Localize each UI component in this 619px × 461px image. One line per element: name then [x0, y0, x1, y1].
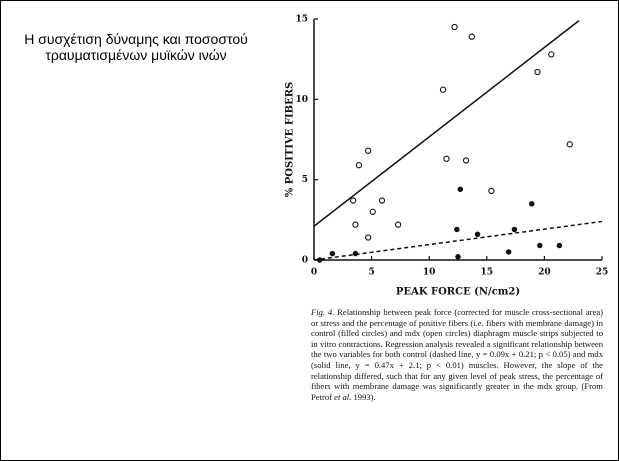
x-tick-label: 25 — [596, 268, 609, 278]
filled-point — [505, 249, 512, 255]
open-point — [364, 234, 372, 241]
y-tick-label: 5 — [302, 175, 308, 185]
x-tick-label: 15 — [481, 268, 494, 278]
open-point — [548, 51, 555, 58]
x-tick-label: 10 — [423, 268, 436, 278]
filled-point — [352, 250, 359, 257]
y-tick-label: 10 — [295, 95, 308, 105]
open-point — [451, 23, 458, 31]
filled-point — [537, 242, 543, 249]
x-tick-label: 0 — [311, 268, 317, 278]
filled-point — [454, 226, 460, 233]
open-point — [364, 147, 372, 154]
filled-point — [457, 186, 464, 193]
x-tick-label: 5 — [368, 268, 374, 278]
open-point — [394, 221, 402, 228]
slide-title: Η συσχέτιση δύναμης και ποσοστού τραυματ… — [24, 31, 248, 63]
caption-part: Relationship between peak force (correct… — [311, 307, 603, 402]
open-point — [488, 187, 495, 195]
open-point — [468, 33, 475, 40]
open-point — [355, 162, 363, 169]
open-point — [443, 155, 450, 162]
caption-part: Fig. 4. — [311, 307, 335, 317]
open-point — [534, 68, 541, 76]
chart: 0 5 10 15 20 25 0 5 10 15 PEAK FORCE (N/cm2) % POSI… — [285, 15, 609, 298]
open-point — [350, 197, 357, 204]
filled-point — [317, 257, 323, 263]
caption-part: et al. — [334, 391, 352, 402]
open-point — [352, 221, 359, 228]
y-tick-label: 0 — [302, 256, 308, 266]
x-axis-label: PEAK FORCE (N/cm2) — [396, 287, 520, 298]
y-axis-label: % POSITIVE FIBERS — [285, 82, 296, 197]
open-point — [566, 141, 573, 148]
caption: Fig. 4. Relationship between peak force … — [311, 307, 603, 402]
filled-point — [556, 242, 563, 249]
x-tick-label: 20 — [538, 268, 551, 278]
filled-point — [528, 201, 535, 207]
caption-part: 1993). — [351, 391, 376, 402]
filled-point — [474, 231, 481, 238]
filled-point — [329, 250, 336, 257]
open-point — [462, 157, 470, 164]
y-tick-label: 15 — [295, 15, 308, 25]
regression-line — [313, 20, 580, 227]
filled-point — [511, 226, 518, 233]
filled-point — [455, 254, 461, 260]
open-point — [369, 208, 376, 215]
open-point — [378, 197, 386, 204]
open-point — [439, 86, 447, 93]
